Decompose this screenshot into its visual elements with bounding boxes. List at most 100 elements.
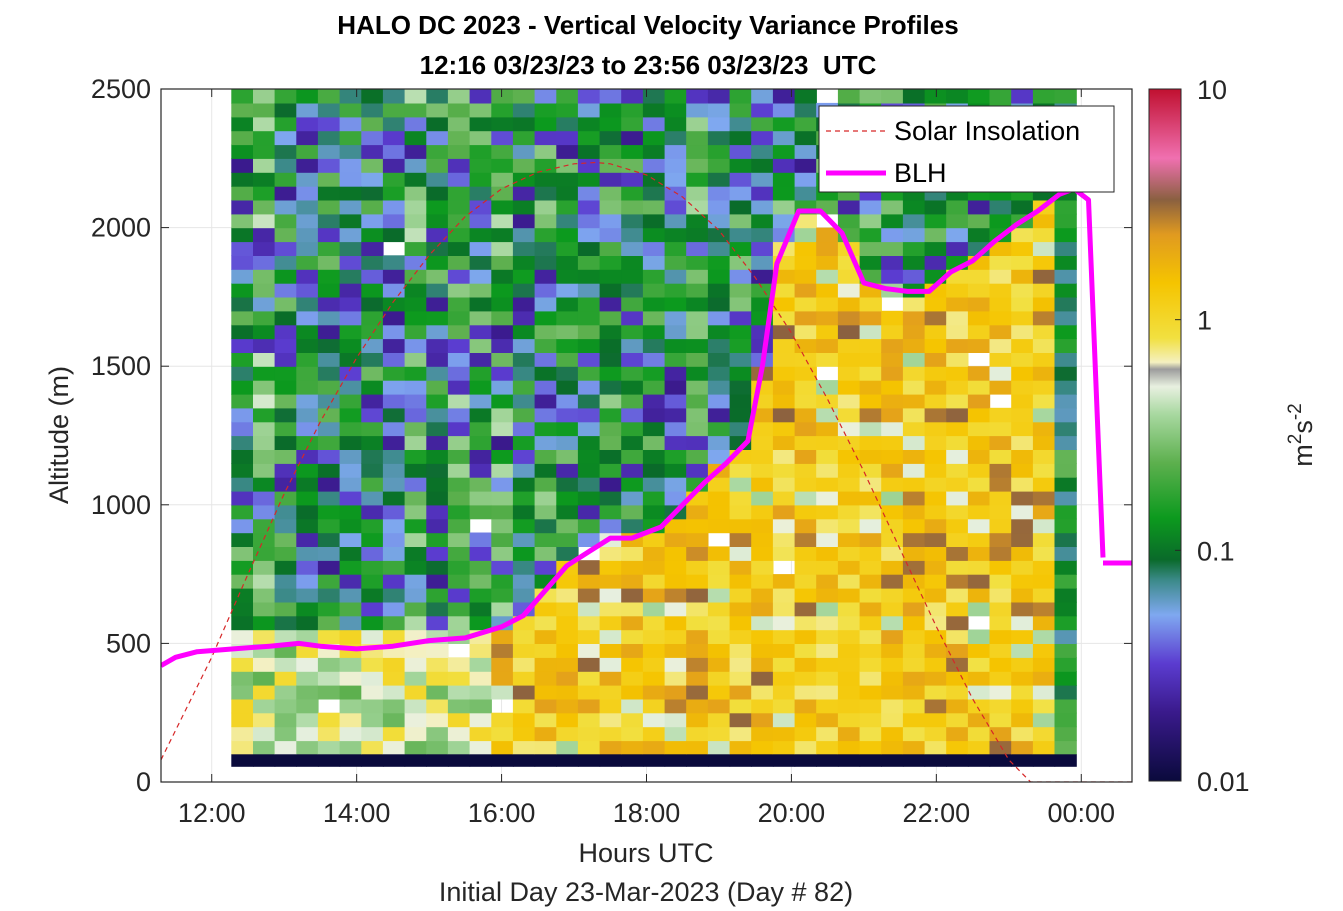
- heatmap-cell: [253, 657, 276, 672]
- heatmap-cell: [751, 407, 774, 423]
- heatmap-cell: [361, 463, 384, 478]
- heatmap-cell: [794, 629, 817, 644]
- heatmap-cell: [707, 172, 731, 187]
- heatmap-cell: [534, 643, 557, 658]
- heatmap-cell: [339, 657, 362, 672]
- y-tick-label: 2000: [91, 213, 151, 243]
- heatmap-cell: [296, 130, 319, 146]
- heatmap-cell: [621, 227, 644, 243]
- heatmap-cell: [772, 199, 796, 215]
- heatmap-cell: [881, 269, 904, 284]
- heatmap-cell: [296, 685, 319, 700]
- heatmap-cell: [751, 449, 774, 464]
- heatmap-cell: [1032, 546, 1056, 561]
- heatmap-cell: [967, 698, 991, 714]
- heatmap-cell: [664, 629, 687, 644]
- heatmap-cell: [621, 158, 644, 173]
- heatmap-cell: [881, 241, 904, 256]
- heatmap-cell: [642, 754, 666, 767]
- heatmap-cell: [577, 449, 601, 464]
- heatmap-cell: [534, 518, 557, 534]
- heatmap-cell: [274, 726, 297, 742]
- heatmap-cell: [729, 504, 752, 520]
- heatmap-cell: [361, 532, 384, 547]
- heatmap-cell: [1054, 671, 1077, 686]
- heatmap-cell: [816, 269, 839, 284]
- heatmap-cell: [339, 172, 362, 187]
- heatmap-cell: [599, 490, 622, 506]
- heatmap-cell: [621, 504, 644, 520]
- heatmap-cell: [1054, 269, 1077, 284]
- heatmap-cell: [231, 241, 254, 256]
- heatmap-cell: [599, 269, 622, 284]
- heatmap-cell: [577, 574, 601, 589]
- heatmap-cell: [296, 89, 319, 104]
- heatmap-cell: [491, 144, 514, 159]
- heatmap-cell: [664, 421, 687, 437]
- heatmap-cell: [946, 629, 969, 644]
- heatmap-cell: [686, 227, 709, 243]
- heatmap-cell: [772, 726, 796, 742]
- heatmap-cell: [1011, 574, 1034, 589]
- heatmap-cell: [837, 393, 861, 409]
- heatmap-cell: [794, 560, 817, 575]
- heatmap-cell: [686, 352, 709, 367]
- heatmap-cell: [989, 241, 1012, 256]
- heatmap: [231, 89, 1077, 767]
- heatmap-cell: [339, 338, 362, 353]
- heatmap-cell: [686, 698, 709, 714]
- heatmap-cell: [577, 421, 601, 437]
- heatmap-cell: [296, 296, 319, 312]
- heatmap-cell: [707, 421, 731, 437]
- heatmap-cell: [231, 671, 254, 686]
- heatmap-cell: [599, 380, 622, 395]
- heatmap-cell: [1032, 532, 1056, 547]
- heatmap-cell: [816, 463, 839, 478]
- heatmap-cell: [447, 518, 471, 534]
- heatmap-cell: [642, 116, 666, 132]
- heatmap-cell: [837, 504, 861, 520]
- heatmap-cell: [751, 629, 774, 644]
- heatmap-cell: [772, 698, 796, 714]
- heatmap-cell: [534, 393, 557, 409]
- heatmap-cell: [469, 477, 492, 492]
- heatmap-cell: [556, 518, 579, 534]
- heatmap-cell: [751, 255, 774, 270]
- heatmap-cell: [967, 283, 991, 298]
- heatmap-cell: [989, 532, 1012, 547]
- heatmap-cell: [512, 227, 536, 243]
- heatmap-cell: [469, 421, 492, 437]
- heatmap-cell: [794, 588, 817, 603]
- heatmap-cell: [729, 574, 752, 589]
- heatmap-cell: [859, 255, 882, 270]
- heatmap-cell: [816, 504, 839, 520]
- heatmap-cell: [382, 504, 406, 520]
- heatmap-cell: [317, 241, 341, 256]
- heatmap-cell: [577, 102, 601, 118]
- heatmap-cell: [902, 490, 926, 506]
- heatmap-cell: [447, 144, 471, 159]
- heatmap-cell: [989, 338, 1012, 353]
- heatmap-cell: [274, 158, 297, 173]
- heatmap-cell: [729, 754, 752, 767]
- heatmap-cell: [317, 754, 341, 767]
- heatmap-cell: [989, 490, 1012, 506]
- heatmap-cell: [989, 712, 1012, 728]
- heatmap-cell: [599, 504, 622, 520]
- heatmap-cell: [1032, 255, 1056, 270]
- heatmap-cell: [404, 89, 427, 104]
- heatmap-cell: [642, 615, 666, 631]
- heatmap-cell: [989, 435, 1012, 450]
- heatmap-cell: [317, 296, 341, 312]
- heatmap-cell: [664, 518, 687, 534]
- heatmap-cell: [621, 671, 644, 686]
- heatmap-cell: [1032, 227, 1056, 243]
- heatmap-cell: [859, 324, 882, 340]
- heatmap-cell: [469, 296, 492, 312]
- heatmap-cell: [534, 89, 557, 104]
- heatmap-cell: [296, 144, 319, 159]
- heatmap-cell: [772, 296, 796, 312]
- heatmap-cell: [317, 366, 341, 381]
- heatmap-cell: [859, 199, 882, 215]
- heatmap-cell: [772, 449, 796, 464]
